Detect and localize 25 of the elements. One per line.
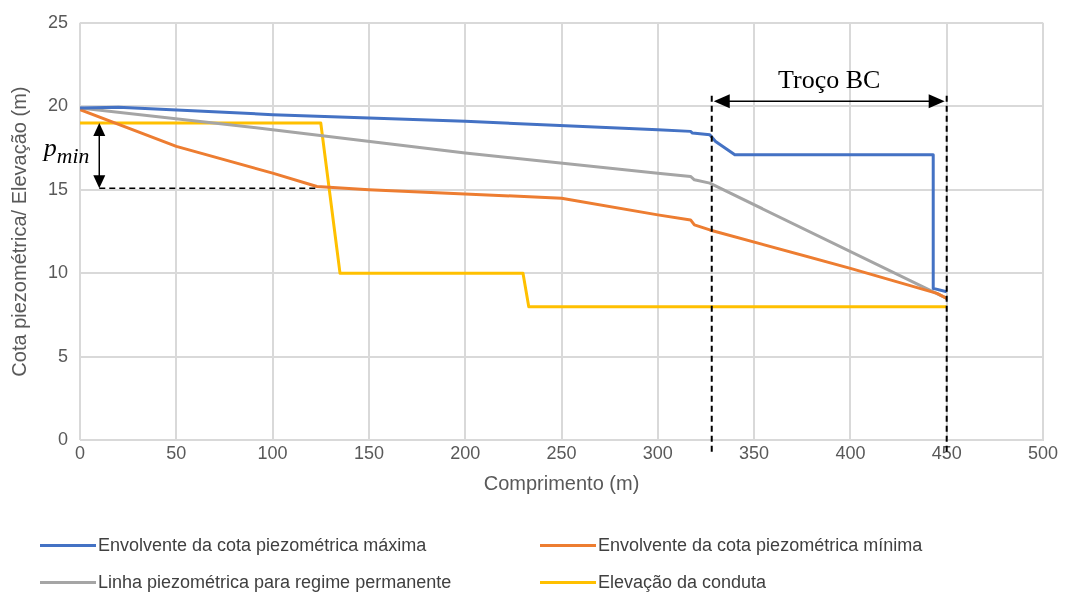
annotation: Troço BC: [778, 64, 881, 95]
legend-label: Linha piezométrica para regime permanente: [98, 572, 452, 593]
y-tick-label: 0: [58, 429, 69, 450]
x-tick-label: 0: [75, 443, 86, 464]
y-tick-label: 5: [58, 345, 69, 366]
x-tick-label: 150: [353, 443, 384, 464]
legend-label: Envolvente da cota piezométrica mínima: [598, 535, 923, 556]
x-tick-label: 400: [835, 443, 866, 464]
annotation: p$_{min}$: [43, 133, 90, 169]
legend-label: Elevação da conduta: [598, 572, 767, 593]
x-tick-label: 100: [257, 443, 288, 464]
y-tick-label: 10: [47, 262, 69, 283]
y-tick-label: 25: [47, 11, 69, 32]
y-tick-label: 15: [47, 178, 69, 199]
x-tick-label: 200: [450, 443, 481, 464]
x-tick-label: 500: [1027, 443, 1059, 464]
legend-label: Envolvente da cota piezométrica máxima: [98, 535, 427, 556]
x-axis-title: Comprimento (m): [483, 471, 640, 494]
y-tick-label: 20: [47, 95, 69, 116]
y-axis-title: Cota piezométrica/ Elevação (m): [7, 86, 30, 377]
x-tick-label: 50: [166, 443, 187, 464]
x-tick-label: 350: [739, 443, 770, 464]
x-tick-label: 450: [931, 443, 962, 464]
x-tick-label: 300: [642, 443, 673, 464]
x-tick-label: 250: [546, 443, 577, 464]
